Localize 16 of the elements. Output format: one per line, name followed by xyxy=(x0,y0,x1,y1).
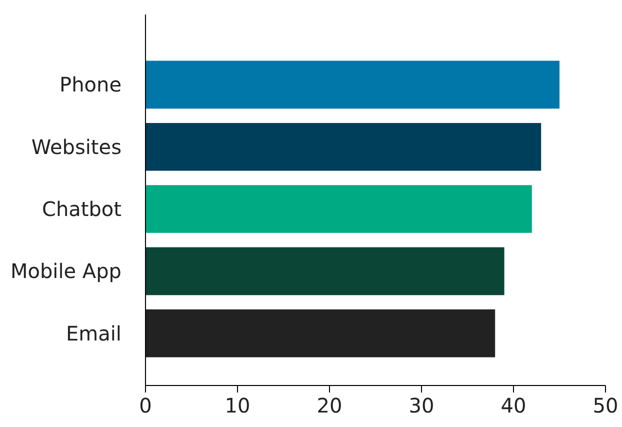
y-tick-label: Chatbot xyxy=(42,197,122,222)
x-tick-label: 50 xyxy=(592,394,618,418)
bar xyxy=(146,122,542,171)
bar xyxy=(146,247,504,296)
bar xyxy=(146,185,532,233)
x-tick-label: 20 xyxy=(316,394,342,418)
bar xyxy=(146,309,496,358)
y-tick-label: Phone xyxy=(60,72,122,97)
bar xyxy=(146,60,560,109)
x-tick-label: 0 xyxy=(139,394,152,418)
x-tick-label: 40 xyxy=(500,394,526,418)
x-tick-label: 10 xyxy=(224,394,250,418)
x-tick-label: 30 xyxy=(408,394,434,418)
y-tick-label: Email xyxy=(66,321,122,346)
y-tick-label: Mobile App xyxy=(10,259,122,284)
y-tick-label: Websites xyxy=(31,134,122,159)
